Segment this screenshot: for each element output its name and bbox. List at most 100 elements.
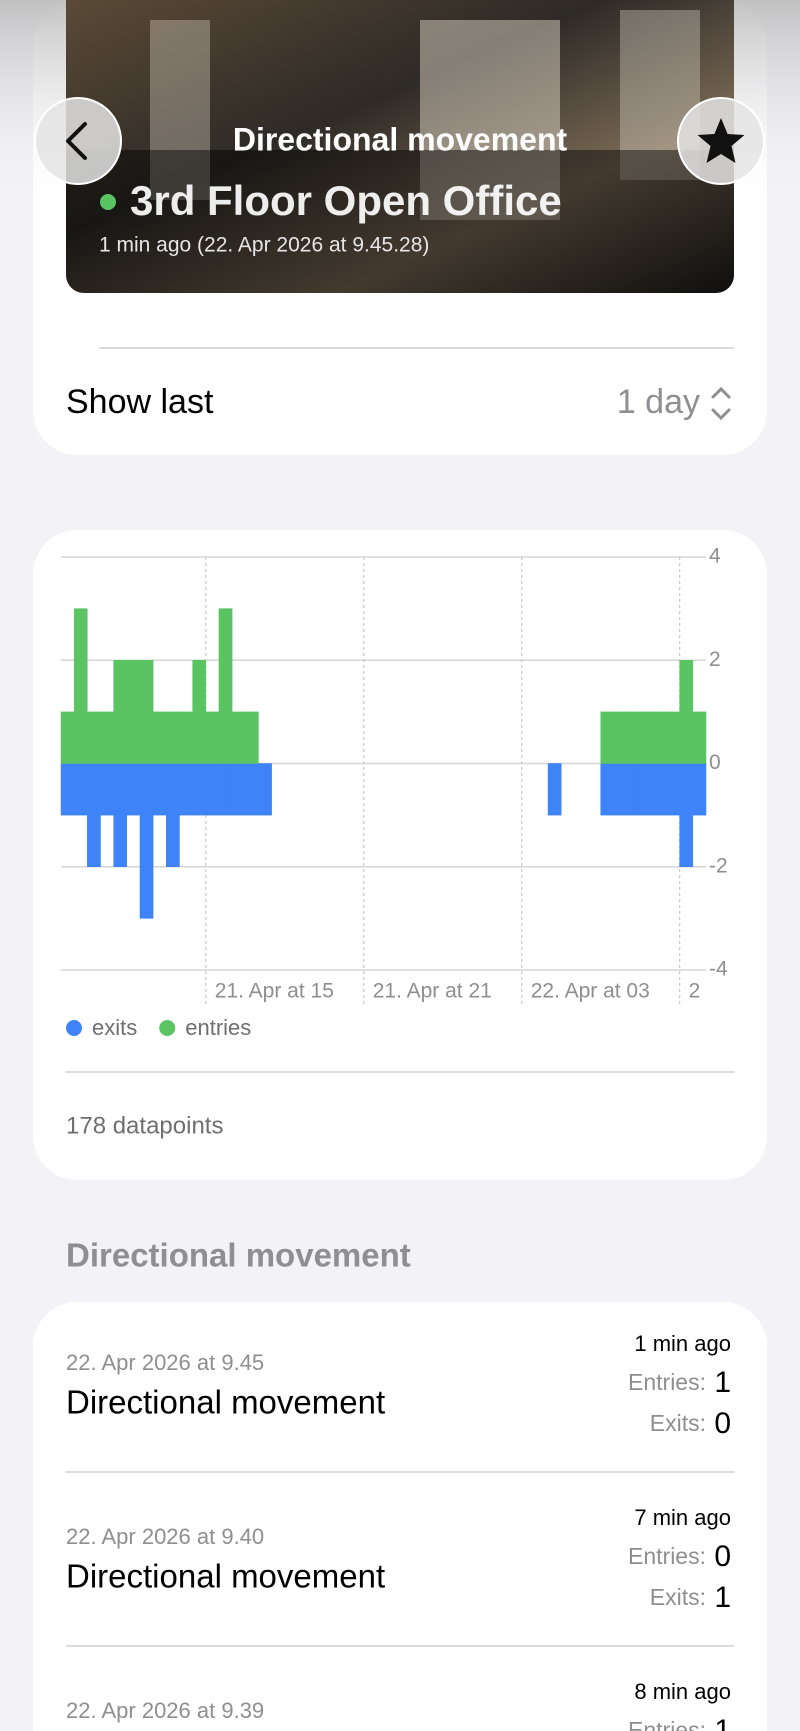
x-tick-label: 21. Apr at 21 [373, 980, 492, 1003]
device-photo [66, 0, 734, 293]
bar [192, 660, 207, 764]
bar [60, 711, 75, 764]
bar [179, 711, 193, 764]
event-row[interactable]: 22. Apr 2026 at 9.45 Directional movement… [66, 1331, 731, 1440]
entries-label: Entries: [628, 1369, 706, 1395]
status-dot [100, 194, 116, 210]
event-date: 22. Apr 2026 at 9.45 [66, 1350, 264, 1375]
y-tick-label: 4 [709, 545, 721, 568]
bar [100, 711, 114, 764]
back-button[interactable] [34, 97, 122, 185]
photo-detail [420, 20, 560, 220]
legend-marker [66, 1020, 82, 1036]
bar [653, 711, 667, 764]
entries-value: 1 [714, 1366, 731, 1399]
bar [113, 763, 128, 867]
exits-label: Exits: [650, 1410, 706, 1436]
bar [626, 763, 641, 816]
bar [87, 763, 101, 867]
bar [218, 763, 233, 816]
y-tick-label: -4 [709, 958, 728, 981]
datapoints-count: 178 datapoints [66, 1112, 223, 1139]
x-tick-label: 21. Apr at 15 [215, 980, 334, 1003]
photo-detail [150, 20, 210, 200]
show-last-label: Show last [66, 383, 214, 421]
star-icon[interactable] [697, 118, 745, 163]
bar [179, 763, 193, 816]
exits-value: 1 [714, 1581, 731, 1614]
page-title: Directional movement [233, 121, 568, 157]
event-ago: 7 min ago [634, 1505, 731, 1530]
bar [547, 763, 562, 816]
exits-label: Exits: [650, 1584, 706, 1610]
photo-shade [66, 150, 734, 293]
bar [613, 763, 628, 816]
event-title: Directional movement [66, 1558, 385, 1595]
event-ago: 8 min ago [634, 1679, 731, 1704]
show-last-row[interactable]: Show last 1 day [66, 383, 731, 421]
exits-value: 0 [714, 1407, 731, 1440]
bar [218, 608, 233, 764]
section-title: Directional movement [66, 1237, 411, 1274]
bar [231, 711, 246, 764]
bar [692, 763, 707, 816]
bar [166, 711, 180, 764]
y-tick-label: -2 [709, 854, 728, 877]
show-last-value[interactable]: 1 day [617, 383, 700, 421]
entries-value: 1 [714, 1714, 731, 1731]
bar [626, 711, 641, 764]
bar [666, 763, 680, 816]
bar [192, 763, 207, 816]
bar [126, 763, 141, 816]
bar [613, 711, 628, 764]
bar [245, 711, 259, 764]
event-ago: 1 min ago [634, 1331, 731, 1356]
bar [152, 711, 167, 764]
bar [639, 711, 654, 764]
bar [113, 660, 128, 764]
bar [231, 763, 246, 816]
bar [258, 763, 272, 816]
bar [679, 660, 694, 764]
legend-label: entries [185, 1015, 251, 1040]
bar [205, 711, 220, 764]
events-card [33, 1302, 767, 1731]
bar [100, 763, 114, 816]
bar [60, 763, 75, 816]
bar [639, 763, 654, 816]
bar [692, 711, 707, 764]
back-button-bg[interactable] [34, 97, 122, 185]
favorite-button[interactable] [677, 97, 765, 185]
bar [73, 608, 88, 764]
device-updated: 1 min ago (22. Apr 2026 at 9.45.28) [99, 234, 429, 257]
y-tick-label: 0 [709, 751, 721, 774]
chart: 4 2 0 -2 -4 21. Apr at 15 21. Apr at 21 22. Apr… [60, 545, 728, 1040]
bar [245, 763, 259, 816]
picker-chevron[interactable] [711, 386, 731, 421]
entries-label: Entries: [628, 1717, 706, 1731]
bar [205, 763, 220, 816]
x-tick-label: 22. Apr at 03 [531, 980, 650, 1003]
entries-label: Entries: [628, 1543, 706, 1569]
event-title: Directional movement [66, 1384, 385, 1421]
event-date: 22. Apr 2026 at 9.40 [66, 1524, 264, 1549]
event-date: 22. Apr 2026 at 9.39 [66, 1698, 264, 1723]
bar [139, 660, 154, 764]
bar [600, 711, 615, 764]
entries-value: 0 [714, 1540, 731, 1573]
bar [152, 763, 167, 816]
event-list: 22. Apr 2026 at 9.45 Directional movement… [66, 1331, 734, 1731]
bar [679, 763, 694, 867]
bar [166, 763, 180, 867]
chart-card [33, 530, 767, 1180]
legend-label: exits [92, 1015, 137, 1040]
event-row[interactable]: 22. Apr 2026 at 9.40 Directional movement… [66, 1505, 731, 1614]
back-icon[interactable] [66, 122, 87, 160]
bar [73, 763, 88, 816]
y-tick-label: 2 [709, 648, 721, 671]
bar [87, 711, 101, 764]
bar [666, 711, 680, 764]
event-row[interactable]: 22. Apr 2026 at 9.39 8 min ago Entries: 1 [66, 1679, 731, 1731]
